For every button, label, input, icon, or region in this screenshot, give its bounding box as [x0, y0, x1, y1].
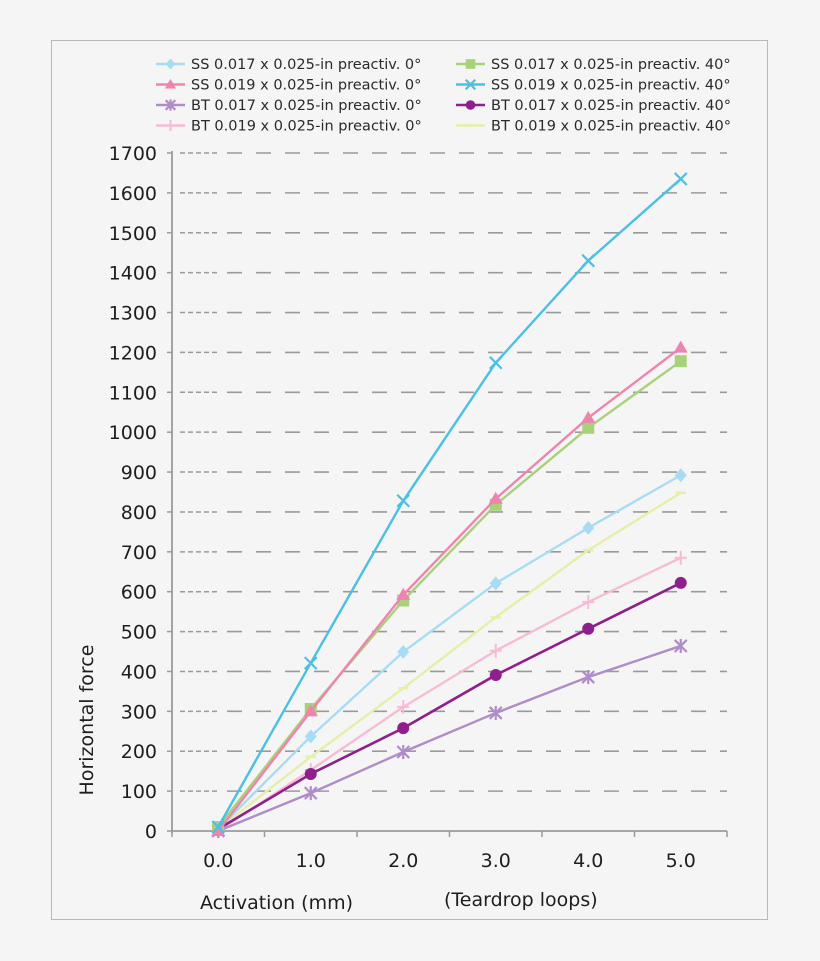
legend-item: SS 0.017 x 0.025-in preactiv. 40°: [456, 57, 731, 73]
y-tick-label: 1700: [109, 143, 157, 165]
y-tick-label: 1300: [109, 303, 157, 325]
legend-item: BT 0.017 x 0.025-in preactiv. 0°: [156, 98, 422, 114]
x-tick-label: 2.0: [388, 850, 418, 872]
series-circle: [212, 576, 687, 836]
legend-label: BT 0.017 x 0.025-in preactiv. 0°: [191, 98, 422, 114]
series-square: [212, 355, 687, 834]
x-tick-label: 1.0: [296, 850, 326, 872]
y-tick-label: 200: [121, 741, 157, 763]
legend-item: SS 0.019 x 0.025-in preactiv. 0°: [156, 78, 421, 94]
series-triangle: [211, 340, 688, 836]
y-tick-label: 300: [121, 701, 157, 723]
legend-item: SS 0.019 x 0.025-in preactiv. 40°: [456, 78, 731, 94]
legend-item: BT 0.019 x 0.025-in preactiv. 40°: [456, 119, 731, 135]
y-tick-label: 1100: [109, 382, 157, 404]
series-x: [211, 172, 688, 834]
legend-label: SS 0.019 x 0.025-in preactiv. 0°: [191, 78, 421, 94]
x-tick-label: 3.0: [481, 850, 511, 872]
legend-label: BT 0.019 x 0.025-in preactiv. 40°: [491, 119, 731, 135]
axes: [171, 151, 727, 833]
y-axis-title: Horizontal force: [76, 645, 98, 796]
y-tick-label: 1400: [109, 263, 157, 285]
legend-item: BT 0.017 x 0.025-in preactiv. 40°: [456, 98, 731, 114]
y-tick-label: 900: [121, 462, 157, 484]
series-plus: [212, 550, 687, 838]
legend-item: SS 0.017 x 0.025-in preactiv. 0°: [156, 57, 421, 73]
gridlines: [180, 152, 727, 792]
legend-label: BT 0.017 x 0.025-in preactiv. 40°: [491, 98, 731, 114]
legend-item: BT 0.019 x 0.025-in preactiv. 0°: [156, 119, 422, 135]
y-tick-label: 1200: [109, 342, 157, 364]
y-axis-ticks: 0 100 200 300 400 500 600 700 800 900 1000 1100 1200…: [109, 143, 172, 843]
x-tick-label: 4.0: [573, 850, 603, 872]
legend-label: SS 0.017 x 0.025-in preactiv. 40°: [491, 57, 731, 73]
y-tick-label: 800: [121, 502, 157, 524]
x-axis-title: Activation (mm): [200, 892, 353, 914]
x-tick-label: 5.0: [666, 850, 696, 872]
y-tick-label: 600: [121, 582, 157, 604]
y-tick-label: 1600: [109, 183, 157, 205]
series-star: [211, 638, 688, 838]
x-tick-label: 0.0: [203, 850, 233, 872]
y-tick-label: 100: [121, 781, 157, 803]
x-axis-ticks: 0.0 1.0 2.0 3.0 4.0 5.0: [171, 831, 728, 872]
data-series: [211, 172, 688, 838]
legend-label: SS 0.019 x 0.025-in preactiv. 40°: [491, 78, 731, 94]
legend: SS 0.017 x 0.025-in preactiv. 0° SS 0.019…: [156, 57, 731, 135]
series-dash: [213, 491, 686, 831]
legend-label: SS 0.017 x 0.025-in preactiv. 0°: [191, 57, 421, 73]
x-axis-note: (Teardrop loops): [444, 889, 598, 911]
y-tick-label: 400: [121, 661, 157, 683]
y-tick-label: 1500: [109, 223, 157, 245]
chart-frame: [51, 40, 768, 920]
y-tick-label: 500: [121, 622, 157, 644]
y-tick-label: 0: [145, 821, 157, 843]
y-tick-label: 700: [121, 542, 157, 564]
legend-label: BT 0.019 x 0.025-in preactiv. 0°: [191, 119, 422, 135]
y-tick-label: 1000: [109, 422, 157, 444]
